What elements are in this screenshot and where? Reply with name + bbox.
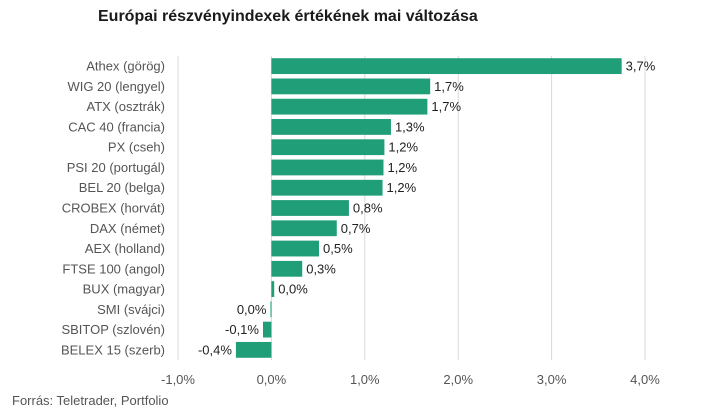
bar [271,58,622,75]
data-label: 0,0% [237,302,267,317]
bar [271,220,337,237]
bar [271,179,383,196]
x-tick-label: -1,0% [161,372,195,387]
chart-title: Európai részvényindexek értékének mai vá… [98,8,478,25]
data-label: 0,5% [323,241,353,256]
category-label: SBITOP (szlovén) [61,322,165,337]
bar [271,240,320,257]
bar [262,321,272,338]
bar [271,78,431,95]
x-tick-label: 4,0% [630,372,660,387]
category-label: PX (cseh) [108,140,165,155]
data-label: -0,1% [225,322,259,337]
x-tick-label: 2,0% [443,372,473,387]
category-label: ATX (osztrák) [87,99,166,114]
data-label: 0,0% [278,282,308,297]
bars [235,58,622,358]
data-label: 1,3% [395,119,425,134]
labels: -1,0% 0,0% 1,0% 2,0% 3,0% 4,0% Athex (görög) 3,… [61,59,660,387]
source-note: Forrás: Teletrader, Portfolio [12,393,169,408]
bar [271,281,275,297]
data-label: 0,8% [353,201,383,216]
bar [235,341,272,358]
category-label: BELEX 15 (szerb) [61,342,165,357]
category-label: WIG 20 (lengyel) [67,79,165,94]
data-label: 1,7% [434,79,464,94]
category-label: CAC 40 (francia) [68,119,165,134]
data-label: 1,2% [387,180,417,195]
data-label: 1,2% [387,160,417,175]
bar [271,139,385,156]
category-label: BUX (magyar) [83,282,165,297]
data-label: -0,4% [198,342,232,357]
data-label: 0,7% [341,221,371,236]
x-tick-label: 1,0% [350,372,380,387]
x-tick-label: 0,0% [257,372,287,387]
bar [271,260,303,277]
data-label: 0,3% [306,261,336,276]
data-label: 1,2% [388,140,418,155]
data-label: 3,7% [626,59,656,74]
bar [271,119,391,135]
bar [271,98,428,115]
category-label: SMI (svájci) [97,302,165,317]
category-label: Athex (görög) [86,59,165,74]
category-label: BEL 20 (belga) [79,180,165,195]
bar [271,159,384,176]
bar [271,200,349,216]
category-label: AEX (holland) [85,241,165,256]
data-label: 1,7% [431,99,461,114]
x-tick-label: 3,0% [537,372,567,387]
category-label: FTSE 100 (angol) [62,261,165,276]
bar [270,301,272,318]
category-label: PSI 20 (portugál) [67,160,165,175]
category-label: DAX (német) [90,221,165,236]
category-label: CROBEX (horvát) [62,201,165,216]
